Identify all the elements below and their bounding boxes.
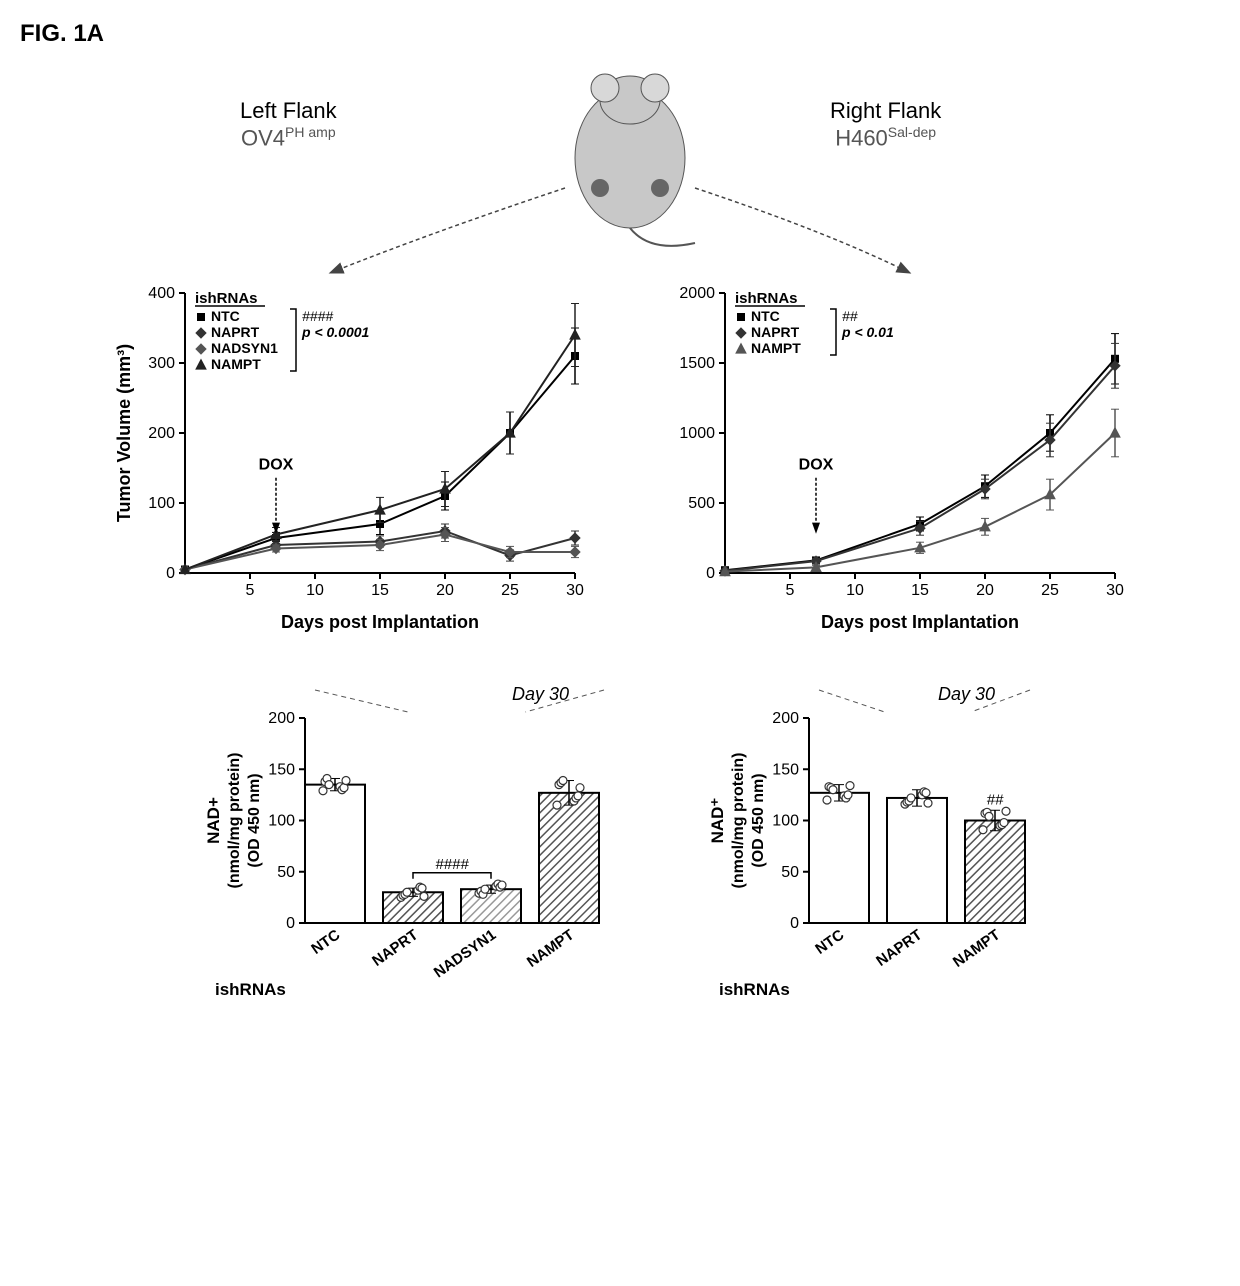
svg-text:25: 25: [1041, 582, 1059, 599]
svg-text:ishRNAs: ishRNAs: [719, 980, 790, 999]
svg-text:0: 0: [706, 565, 715, 582]
svg-text:1000: 1000: [679, 425, 715, 442]
svg-text:(OD 450 nm): (OD 450 nm): [750, 773, 767, 867]
bar-chart-left: 0 50 100 150 200 NTC NAPRTNADSYN1 NAMPT #### NAD+…: [195, 673, 619, 1018]
svg-text:500: 500: [688, 495, 715, 512]
svg-text:NAD+: NAD+: [204, 797, 223, 844]
svg-text:NAMPT: NAMPT: [950, 926, 1003, 971]
svg-text:200: 200: [268, 710, 295, 727]
svg-text:NTC: NTC: [308, 926, 343, 958]
flank-arrows: [70, 58, 1170, 278]
svg-text:100: 100: [148, 495, 175, 512]
svg-text:####: ####: [435, 856, 469, 873]
svg-text:50: 50: [781, 864, 799, 881]
svg-text:p < 0.01: p < 0.01: [841, 324, 894, 340]
svg-text:NAPRT: NAPRT: [211, 324, 260, 340]
svg-text:####: ####: [302, 308, 333, 324]
svg-text:ishRNAs: ishRNAs: [195, 290, 258, 307]
svg-text:ishRNAs: ishRNAs: [215, 980, 286, 999]
svg-text:20: 20: [976, 582, 994, 599]
svg-text:200: 200: [148, 425, 175, 442]
svg-text:15: 15: [371, 582, 389, 599]
svg-text:20: 20: [436, 582, 454, 599]
svg-text:Days post Implantation: Days post Implantation: [281, 612, 479, 632]
figure-label: FIG. 1A: [20, 20, 1220, 48]
svg-text:400: 400: [148, 285, 175, 302]
svg-text:150: 150: [772, 761, 799, 778]
svg-text:Day 30: Day 30: [938, 684, 995, 704]
svg-text:NAMPT: NAMPT: [211, 356, 261, 372]
svg-text:0: 0: [790, 915, 799, 932]
svg-text:Tumor Volume (mm³): Tumor Volume (mm³): [114, 344, 134, 522]
svg-text:(nmol/mg protein): (nmol/mg protein): [730, 753, 747, 889]
svg-text:DOX: DOX: [259, 456, 294, 473]
svg-text:30: 30: [1106, 582, 1124, 599]
svg-text:NAPRT: NAPRT: [751, 324, 800, 340]
svg-text:1500: 1500: [679, 355, 715, 372]
svg-text:NAMPT: NAMPT: [524, 926, 577, 971]
svg-text:2000: 2000: [679, 285, 715, 302]
svg-text:150: 150: [268, 761, 295, 778]
svg-text:##: ##: [987, 791, 1004, 808]
line-chart-right: 0 500 1000 1500 2000 5 10 15 20 25 30 DOX ishRNAsNTC…: [650, 278, 1130, 643]
svg-text:NADSYN1: NADSYN1: [211, 340, 278, 356]
svg-text:15: 15: [911, 582, 929, 599]
svg-text:NAMPT: NAMPT: [751, 340, 801, 356]
top-diagram: Left Flank OV4PH amp Right Flank H460Sal…: [70, 58, 1170, 278]
svg-text:NTC: NTC: [211, 308, 240, 324]
svg-text:NTC: NTC: [812, 926, 847, 958]
svg-text:0: 0: [166, 565, 175, 582]
bar-chart-right: 0 50 100 150 200 NTC NAPRT NAMPT ## NAD⁺(nmol/mg …: [699, 673, 1045, 1018]
svg-text:Day 30: Day 30: [512, 684, 569, 704]
svg-text:NAPRT: NAPRT: [873, 926, 925, 970]
svg-text:##: ##: [842, 308, 858, 324]
svg-text:10: 10: [306, 582, 324, 599]
svg-text:0: 0: [286, 915, 295, 932]
svg-text:30: 30: [566, 582, 584, 599]
svg-text:200: 200: [772, 710, 799, 727]
svg-text:10: 10: [846, 582, 864, 599]
svg-text:50: 50: [277, 864, 295, 881]
line-chart-left: 0 100 200 300 400 5 10 15 20 25 30 DOX ishRNAsNTCNAP…: [110, 278, 590, 643]
svg-text:ishRNAs: ishRNAs: [735, 290, 798, 307]
svg-text:25: 25: [501, 582, 519, 599]
svg-text:300: 300: [148, 355, 175, 372]
svg-text:100: 100: [772, 813, 799, 830]
svg-text:p < 0.0001: p < 0.0001: [301, 324, 370, 340]
svg-text:5: 5: [246, 582, 255, 599]
svg-text:NTC: NTC: [751, 308, 780, 324]
svg-text:(OD 450 nm): (OD 450 nm): [246, 773, 263, 867]
svg-text:100: 100: [268, 813, 295, 830]
svg-text:(nmol/mg protein): (nmol/mg protein): [226, 753, 243, 889]
svg-text:NAPRT: NAPRT: [369, 926, 421, 970]
svg-text:5: 5: [786, 582, 795, 599]
svg-text:NADSYN1: NADSYN1: [431, 926, 499, 981]
svg-text:NAD⁺: NAD⁺: [708, 798, 727, 844]
svg-text:DOX: DOX: [799, 456, 834, 473]
svg-text:Days post Implantation: Days post Implantation: [821, 612, 1019, 632]
